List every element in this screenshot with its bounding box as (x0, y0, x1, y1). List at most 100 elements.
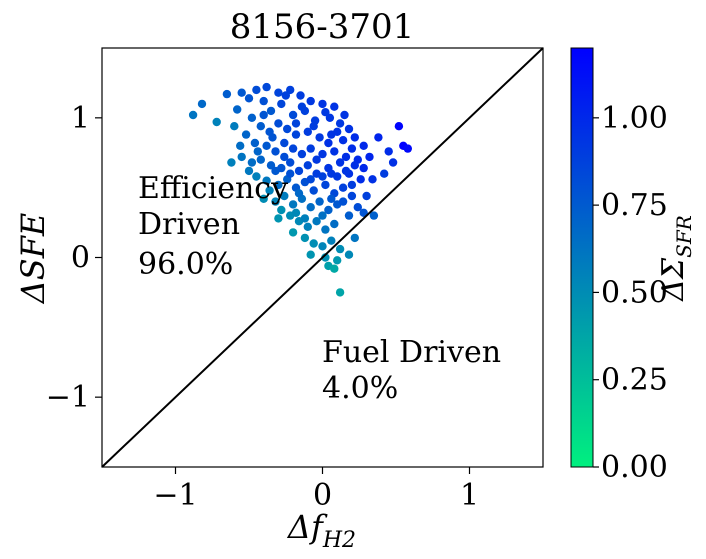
data-point (252, 85, 261, 95)
data-point (291, 119, 301, 128)
data-point (300, 214, 310, 223)
diagonal-line (101, 47, 544, 468)
data-point (338, 136, 348, 145)
colorbar (570, 47, 594, 468)
data-point (237, 152, 246, 162)
data-point (266, 161, 276, 170)
data-point (288, 144, 298, 153)
data-point (309, 186, 318, 195)
data-point (306, 250, 315, 259)
data-point (369, 211, 379, 220)
data-point (274, 88, 283, 97)
data-point (359, 208, 368, 217)
data-point (321, 108, 330, 117)
x-tick-label: 0 (313, 478, 332, 513)
data-point (236, 141, 245, 150)
x-axis-ticks: −1 0 1 (153, 467, 479, 513)
data-point (296, 91, 305, 100)
data-point (188, 110, 198, 120)
data-point (271, 166, 280, 176)
data-point (262, 141, 271, 150)
colorbar-tick-label: 0.50 (601, 275, 668, 310)
data-point (338, 197, 348, 206)
annotation-fuel-line-1: Fuel Driven (322, 335, 501, 370)
data-point (244, 166, 254, 176)
data-point (286, 169, 295, 178)
data-point (324, 138, 333, 148)
data-point (291, 208, 301, 217)
annotation-efficiency-line-3: 96.0% (138, 247, 233, 282)
data-point (266, 106, 276, 116)
data-point (265, 186, 274, 195)
data-point (252, 172, 261, 181)
data-point (333, 256, 342, 265)
data-point (384, 147, 393, 156)
data-point (212, 117, 221, 127)
data-point (321, 225, 330, 234)
data-point (306, 96, 315, 106)
data-point (259, 194, 268, 203)
chart-title: 8156-3701 (230, 7, 415, 47)
data-point (359, 141, 368, 150)
y-axis-ticks: −1 0 1 (46, 101, 102, 415)
x-axis-label: ΔfH2 (286, 508, 356, 553)
data-point (325, 113, 335, 123)
data-point (330, 264, 339, 273)
x-tick-label: −1 (153, 478, 197, 513)
data-point (318, 211, 327, 220)
data-point (237, 88, 246, 97)
annotation-fuel: Fuel Driven 4.0% (322, 335, 501, 406)
data-point (294, 189, 304, 198)
data-point (344, 124, 354, 134)
data-point (350, 161, 359, 170)
data-point (288, 110, 298, 120)
data-point (368, 175, 377, 184)
data-point (222, 89, 232, 99)
data-point (197, 99, 207, 109)
y-axis-label: ΔSFE (14, 213, 52, 306)
data-point (330, 219, 339, 229)
colorbar-tick-label: 0.25 (601, 363, 668, 398)
colorbar-ticks: 0.00 0.25 0.50 0.75 1.00 (593, 101, 668, 485)
data-point (268, 133, 277, 142)
data-point (244, 94, 254, 103)
data-point (256, 155, 265, 164)
data-point (309, 122, 318, 131)
data-point (340, 110, 349, 120)
data-point (274, 180, 283, 190)
data-point (388, 158, 398, 167)
data-point (303, 161, 312, 170)
data-point (230, 122, 239, 131)
data-point (297, 149, 307, 159)
data-point (403, 144, 412, 153)
colorbar-label-subscript: SFR (672, 215, 696, 258)
data-point (335, 158, 345, 167)
data-point (318, 172, 327, 181)
data-point (241, 130, 251, 139)
x-tick-label: 1 (460, 478, 479, 513)
data-point (227, 158, 236, 167)
data-point (335, 244, 345, 254)
data-point (259, 110, 268, 120)
data-point (380, 169, 389, 178)
data-point (277, 99, 286, 109)
data-point (280, 152, 289, 162)
annotation-efficiency-line-1: Efficiency (138, 171, 288, 206)
data-point (256, 122, 265, 131)
data-point (321, 180, 330, 190)
data-point (306, 175, 315, 184)
data-point (365, 152, 374, 162)
points-layer (188, 82, 412, 297)
data-point (312, 155, 321, 164)
annotation-efficiency: Efficiency Driven 96.0% (138, 171, 288, 282)
colorbar-label: ΔΣSFR (656, 215, 696, 302)
data-point (338, 183, 348, 192)
data-point (274, 214, 283, 223)
data-point (347, 180, 357, 190)
data-point (277, 205, 286, 215)
data-point (347, 191, 357, 201)
data-point (318, 99, 327, 109)
data-point (281, 91, 290, 100)
y-tick-label: 1 (71, 101, 90, 136)
